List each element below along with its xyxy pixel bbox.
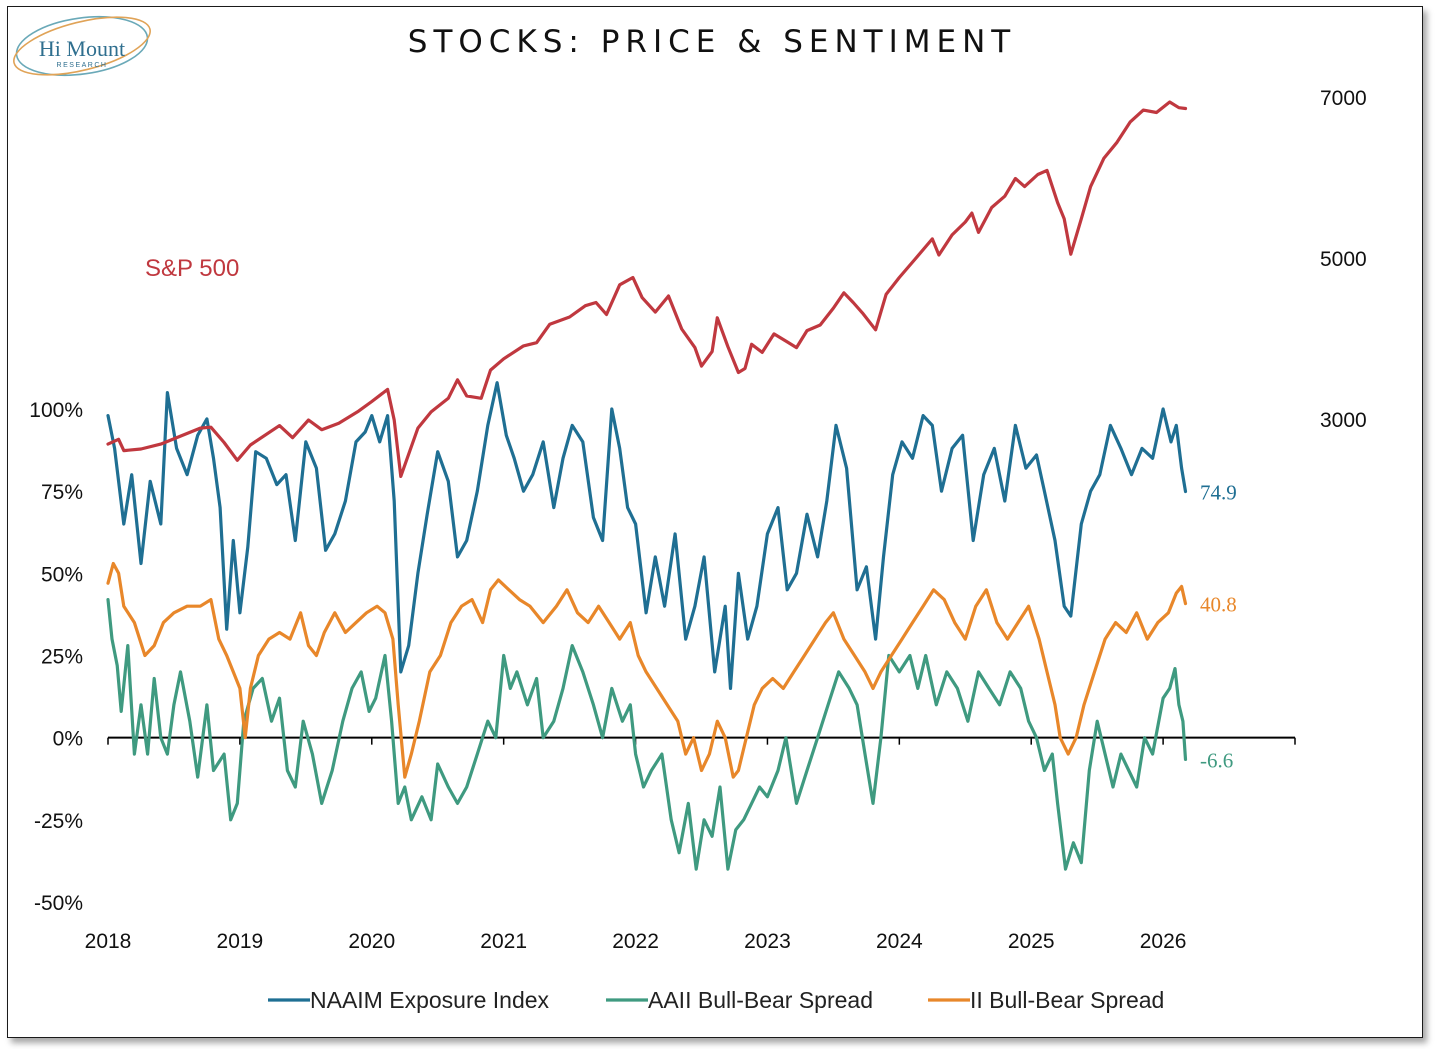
left-tick-label: 50% xyxy=(41,563,83,586)
legend-label: AAII Bull-Bear Spread xyxy=(648,987,873,1013)
chart-frame xyxy=(7,6,1423,1038)
legend: NAAIM Exposure Index AAII Bull-Bear Sprea… xyxy=(268,987,1164,1013)
end-labels: 74.9 -6.6 40.8 xyxy=(1200,480,1237,772)
x-tick-label: 2024 xyxy=(876,930,923,953)
series-line-ii-bull-bear-spread xyxy=(106,561,1188,779)
right-tick-label: 5000 xyxy=(1320,248,1367,271)
left-tick-label: 25% xyxy=(41,646,83,669)
right-axis: 7000 5000 3000 xyxy=(1320,87,1367,432)
x-tick-label: 2022 xyxy=(612,930,659,953)
series-line-s-p-500 xyxy=(106,100,1188,478)
left-tick-label: -50% xyxy=(34,892,83,915)
right-tick-label: 7000 xyxy=(1320,87,1367,110)
logo-subtitle: RESEARCH xyxy=(57,62,108,69)
end-value-label: 40.8 xyxy=(1200,593,1237,617)
x-tick-label: 2021 xyxy=(480,930,527,953)
right-tick-label: 3000 xyxy=(1320,409,1367,432)
series-line-naaim-exposure-index xyxy=(106,381,1188,690)
x-tick-label: 2019 xyxy=(217,930,264,953)
x-axis: 2018 2019 2020 2021 2022 2023 2024 2025 2026 xyxy=(85,736,1296,953)
x-tick-label: 2025 xyxy=(1008,930,1055,953)
left-tick-label: 100% xyxy=(29,399,83,422)
logo: Hi Mount RESEARCH xyxy=(13,15,151,77)
end-value-label: -6.6 xyxy=(1200,748,1233,772)
left-axis: 100% 75% 50% 25% 0% -25% -50% xyxy=(29,399,83,915)
x-tick-label: 2023 xyxy=(744,930,791,953)
legend-label: NAAIM Exposure Index xyxy=(310,987,550,1013)
x-tick-label: 2020 xyxy=(348,930,395,953)
left-tick-label: 0% xyxy=(53,728,83,751)
legend-label: II Bull-Bear Spread xyxy=(970,987,1164,1013)
plot-area xyxy=(106,100,1188,871)
series-line-aaii-bull-bear-spread xyxy=(106,598,1188,871)
end-value-label: 74.9 xyxy=(1200,480,1237,504)
chart-title: STOCKS: PRICE & SENTIMENT xyxy=(408,24,1016,60)
x-tick-label: 2026 xyxy=(1140,930,1187,953)
logo-name: Hi Mount xyxy=(39,36,125,61)
x-tick-label: 2018 xyxy=(85,930,132,953)
left-tick-label: 75% xyxy=(41,481,83,504)
sp500-annotation: S&P 500 xyxy=(145,255,239,282)
left-tick-label: -25% xyxy=(34,810,83,833)
